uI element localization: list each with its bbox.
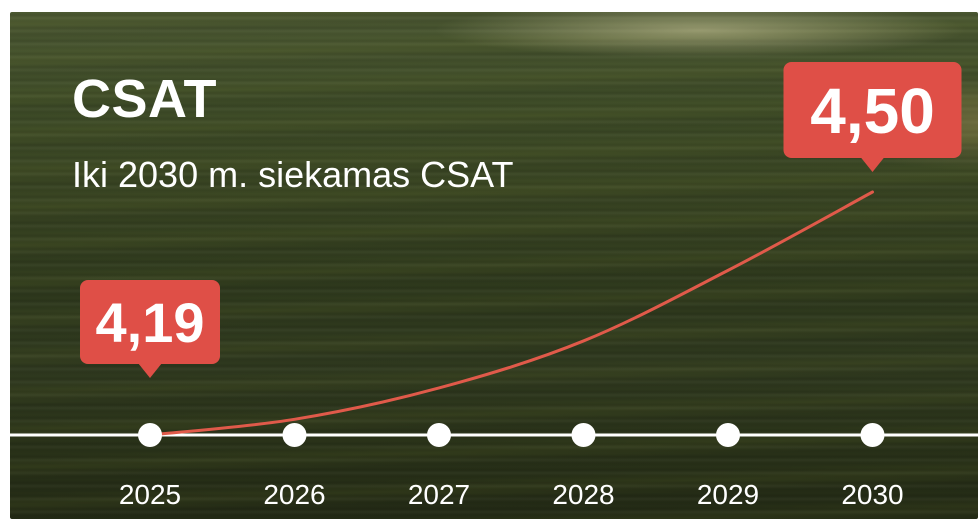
chart-subtitle: Iki 2030 m. siekamas CSAT: [72, 154, 514, 195]
tick-marker-2029: [716, 423, 740, 447]
data-label-2025: 4,19: [80, 280, 220, 378]
series-line: [148, 190, 874, 437]
tick-marker-2030: [860, 423, 885, 447]
tick-marker-2028: [571, 423, 596, 447]
data-label-pointer: [860, 157, 885, 172]
tick-label-2028: 2028: [552, 479, 614, 510]
data-label-text: 4,19: [96, 291, 205, 354]
tick-marker-2025: [138, 423, 162, 447]
tick-label-2026: 2026: [263, 479, 325, 510]
line-chart: 2025 2026 2027 2028 2029 2030 4,19 4,50: [10, 62, 978, 510]
data-label-pointer: [138, 363, 162, 378]
chart-panel: CSAT Iki 2030 m. siekamas CSAT 2025 2026 2…: [10, 12, 978, 519]
data-label-box: [80, 280, 220, 364]
tick-label-2025: 2025: [119, 479, 181, 510]
tick-label-2029: 2029: [697, 479, 759, 510]
tick-marker-2026: [282, 423, 307, 447]
data-label-2030: 4,50: [783, 62, 962, 172]
tick-label-2027: 2027: [408, 479, 470, 510]
chart-title: CSAT: [72, 69, 217, 129]
tick-marker-2027: [427, 423, 451, 447]
data-label-text: 4,50: [810, 75, 935, 147]
data-label-box: [783, 62, 962, 158]
tick-label-2030: 2030: [841, 479, 903, 510]
